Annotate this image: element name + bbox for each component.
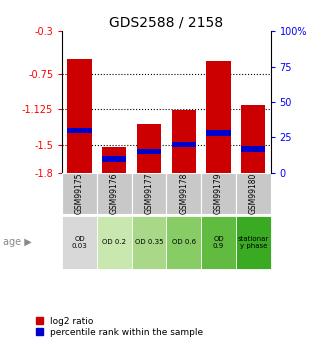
Bar xyxy=(102,147,127,173)
Bar xyxy=(241,146,265,152)
Bar xyxy=(172,110,196,173)
Bar xyxy=(137,124,161,173)
Bar xyxy=(241,105,265,173)
Bar xyxy=(132,173,166,214)
Bar xyxy=(206,130,231,136)
Bar xyxy=(201,173,236,214)
Text: GSM99179: GSM99179 xyxy=(214,172,223,214)
Bar xyxy=(137,149,161,155)
Title: GDS2588 / 2158: GDS2588 / 2158 xyxy=(109,16,223,30)
Bar xyxy=(166,173,201,214)
Text: OD 0.35: OD 0.35 xyxy=(135,239,163,245)
Bar xyxy=(67,128,92,133)
Bar xyxy=(67,59,92,173)
Text: OD
0.9: OD 0.9 xyxy=(213,236,224,249)
Bar xyxy=(62,173,97,214)
Text: GSM99175: GSM99175 xyxy=(75,172,84,214)
Text: GSM99176: GSM99176 xyxy=(110,172,119,214)
Text: OD 0.6: OD 0.6 xyxy=(172,239,196,245)
Bar xyxy=(102,156,127,161)
Legend: log2 ratio, percentile rank within the sample: log2 ratio, percentile rank within the s… xyxy=(36,317,203,337)
Bar xyxy=(206,61,231,173)
Bar xyxy=(172,142,196,147)
Text: age ▶: age ▶ xyxy=(3,237,32,247)
Bar xyxy=(97,173,132,214)
Text: stationar
y phase: stationar y phase xyxy=(238,236,269,249)
Text: GSM99177: GSM99177 xyxy=(145,172,154,214)
Text: GSM99178: GSM99178 xyxy=(179,173,188,214)
Text: OD
0.03: OD 0.03 xyxy=(72,236,87,249)
Text: GSM99180: GSM99180 xyxy=(249,173,258,214)
Text: OD 0.2: OD 0.2 xyxy=(102,239,126,245)
Bar xyxy=(236,173,271,214)
